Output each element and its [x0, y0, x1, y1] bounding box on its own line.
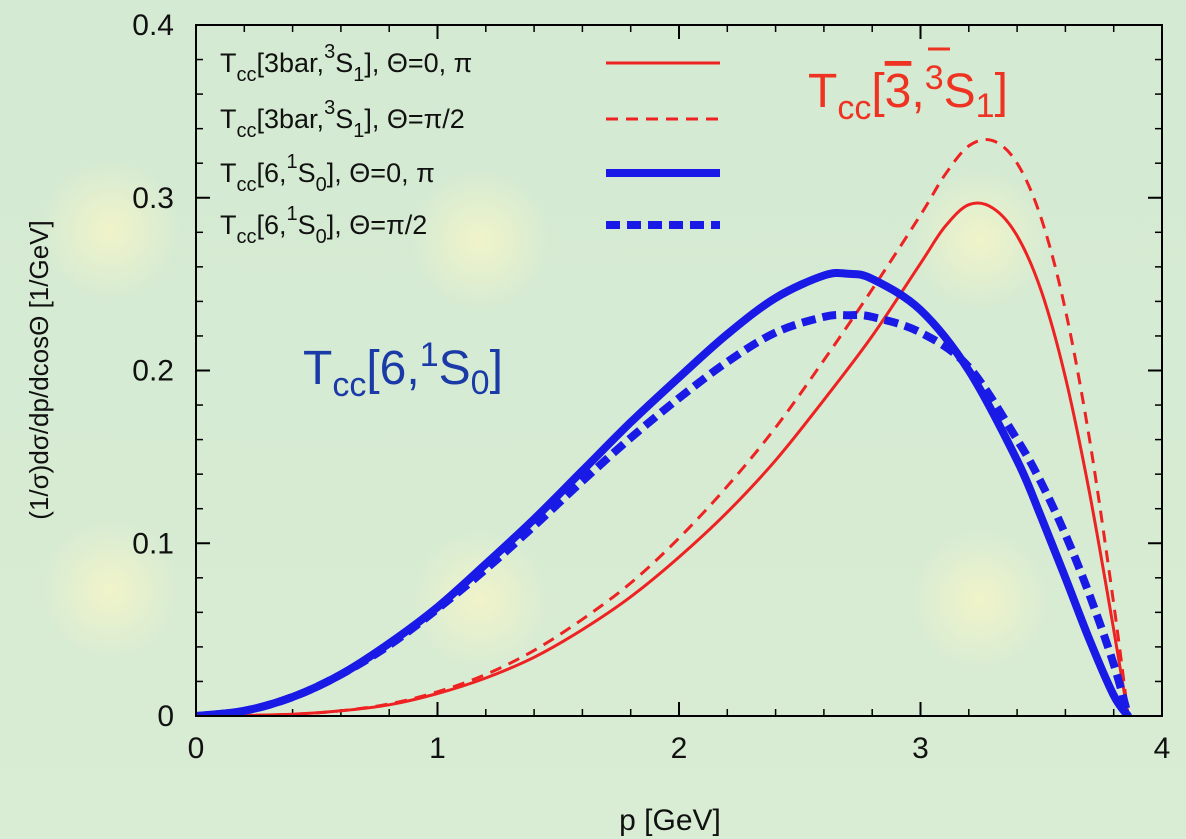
x-tick-label: 1: [429, 732, 446, 765]
overline-three: 3: [885, 65, 912, 118]
legend-label: Tcc[6,1S0], Θ=π/2: [220, 203, 427, 248]
x-tick-label: 3: [912, 732, 929, 765]
x-axis-label: p [GeV]: [619, 804, 721, 837]
legend-entry-4: Tcc[6,1S0], Θ=π/2: [220, 203, 720, 248]
legend-label: Tcc[3bar,3S1], Θ=π/2: [220, 97, 465, 142]
y-tick-label: 0: [157, 700, 174, 733]
legend-entry-3: Tcc[6,1S0], Θ=0, π: [220, 151, 720, 196]
y-axis-label: (1/σ)dσ/dp/dcosΘ [1/GeV]: [24, 220, 54, 519]
legend-label: Tcc[6,1S0], Θ=0, π: [220, 151, 435, 196]
x-tick-label: 0: [188, 732, 205, 765]
svg-text:Tcc[3,3S1]: Tcc[3,3S1]: [808, 59, 1008, 127]
legend-entry-1: Tcc[3bar,3S1], Θ=0, π: [220, 41, 720, 86]
y-tick-label: 0.3: [132, 182, 174, 215]
svg-text:Tcc[6,1S0]: Tcc[6,1S0]: [303, 336, 503, 404]
legend-label: Tcc[3bar,3S1], Θ=0, π: [220, 41, 472, 86]
legend: Tcc[3bar,3S1], Θ=0, π Tcc[3bar,3S1], Θ=π/…: [220, 41, 720, 248]
series-line-3: [196, 273, 1128, 716]
x-tick-label: 2: [671, 732, 688, 765]
legend-entry-2: Tcc[3bar,3S1], Θ=π/2: [220, 97, 720, 142]
x-tick-label: 4: [1154, 732, 1171, 765]
y-tick-label: 0.1: [132, 527, 174, 560]
annotation-3bar-label: Tcc[3,3S1]: [808, 49, 1008, 127]
series-line-1: [196, 203, 1128, 716]
annotation-6-label: Tcc[6,1S0]: [303, 336, 503, 404]
y-tick-label: 0.2: [132, 355, 174, 388]
y-tick-label: 0.4: [132, 9, 174, 42]
